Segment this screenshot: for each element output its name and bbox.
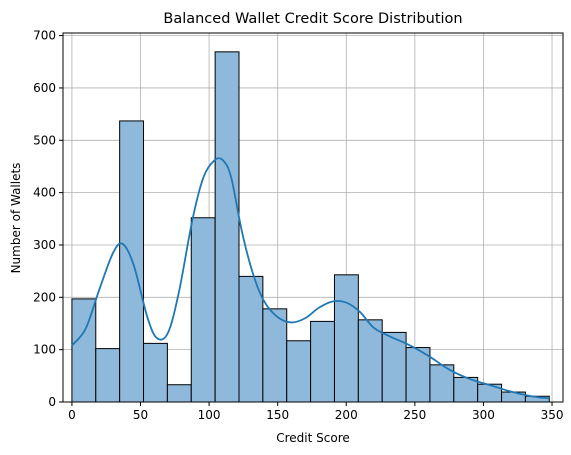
x-axis-label: Credit Score: [276, 431, 350, 445]
y-tick-label: 100: [33, 343, 56, 357]
histogram-bar: [95, 348, 121, 403]
kde-curve: [71, 157, 550, 400]
x-tick-label: 100: [198, 408, 221, 422]
histogram-bar: [143, 342, 168, 403]
y-tick-label: 600: [33, 81, 56, 95]
histogram-bar: [166, 384, 192, 403]
y-axis-label: Number of Wallets: [9, 163, 23, 274]
x-tick-label: 0: [68, 408, 76, 422]
histogram-bar: [238, 275, 264, 403]
histogram-bar: [190, 217, 216, 403]
y-tick-label: 500: [33, 133, 56, 147]
y-tick-label: 400: [33, 186, 56, 200]
x-tick-label: 200: [335, 408, 358, 422]
histogram-bar: [333, 274, 359, 403]
plot-area-frame: [62, 32, 564, 403]
y-tick-label: 300: [33, 238, 56, 252]
histogram-bars: [71, 51, 550, 403]
x-axis-ticks: 0 50 100 150 200 250 300 350: [68, 402, 563, 422]
histogram-bar: [310, 320, 335, 403]
y-tick-label: 200: [33, 290, 56, 304]
histogram-bar: [71, 298, 97, 403]
y-tick-label: 700: [33, 29, 56, 43]
x-tick-label: 250: [403, 408, 426, 422]
y-axis-ticks: 0 100 200 300 400 500 600 700: [33, 29, 63, 409]
x-tick-label: 350: [541, 408, 564, 422]
histogram-bar: [262, 308, 288, 403]
y-tick-label: 0: [48, 395, 56, 409]
histogram-bar: [286, 340, 312, 403]
x-tick-label: 50: [133, 408, 148, 422]
x-tick-label: 150: [266, 408, 289, 422]
histogram-bar: [405, 347, 431, 403]
histogram-bar: [214, 51, 240, 403]
histogram-bar: [357, 319, 383, 403]
chart-title: Balanced Wallet Credit Score Distributio…: [163, 11, 462, 27]
x-tick-label: 300: [472, 408, 495, 422]
